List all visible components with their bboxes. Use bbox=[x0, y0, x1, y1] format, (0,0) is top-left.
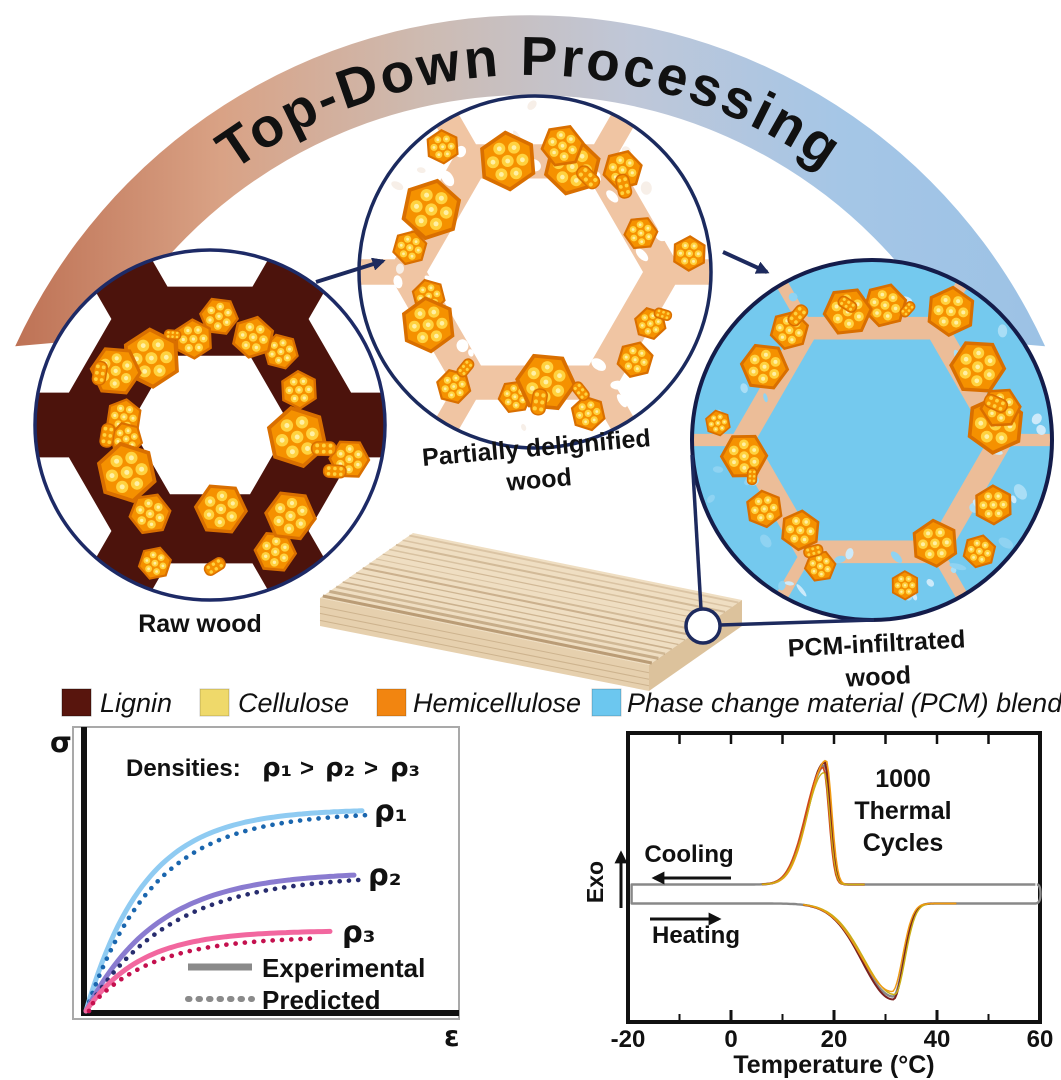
ss-curves bbox=[83, 808, 372, 1014]
callout-line-lower bbox=[719, 618, 875, 627]
legend-label-cellulose: Cellulose bbox=[238, 688, 349, 718]
svg-text:Raw wood: Raw wood bbox=[138, 610, 262, 638]
svg-text:ρ₂: ρ₂ bbox=[325, 753, 355, 783]
svg-text:Cycles: Cycles bbox=[863, 829, 944, 857]
svg-text:1000: 1000 bbox=[875, 765, 931, 793]
magnifier-callout bbox=[684, 454, 875, 645]
dsc-annotation: 1000 Thermal Cycles bbox=[854, 765, 951, 857]
legend-swatch-pcm-blend bbox=[591, 688, 622, 717]
material-legend: Lignin Cellulose Hemicellulose Phase cha… bbox=[61, 688, 1061, 718]
legend-swatch-lignin bbox=[61, 688, 92, 717]
legend-item-hemicellulose: Hemicellulose bbox=[376, 688, 581, 718]
svg-text:wood: wood bbox=[504, 463, 572, 497]
dsc-axis-ticks bbox=[626, 735, 1042, 1020]
legend-swatch-cellulose bbox=[199, 688, 230, 717]
ss-legend: Experimental Predicted bbox=[185, 953, 425, 1015]
ss-legend-predicted-label: Predicted bbox=[262, 985, 381, 1015]
svg-text:ρ₃: ρ₃ bbox=[390, 753, 420, 783]
callout-line-upper bbox=[690, 454, 703, 610]
ss-curve-label-rho2: ρ₂ bbox=[368, 858, 401, 892]
legend-swatch-hemicellulose bbox=[376, 688, 407, 717]
stage-illustration-raw-wood bbox=[33, 248, 387, 602]
svg-text:Densities:: Densities: bbox=[126, 755, 241, 782]
heating-label: Heating bbox=[652, 922, 740, 949]
svg-text:PCM-infiltrated: PCM-infiltrated bbox=[787, 625, 966, 662]
ss-curve-label-rho1: ρ₁ bbox=[374, 794, 407, 828]
wood-plank-front-face bbox=[320, 598, 649, 691]
process-arrow-2-icon bbox=[722, 250, 770, 274]
wood-plank-top-face bbox=[320, 533, 742, 665]
wood-plank bbox=[319, 533, 742, 691]
stage-label-partially-delignified-wood: Partially delignified wood bbox=[421, 424, 652, 497]
svg-text:wood: wood bbox=[844, 661, 912, 692]
dsc-chart: -20 0 20 40 60 Exo Cooling Heating 1000 Ther… bbox=[582, 731, 1054, 1079]
legend-item-pcm-blend: Phase change material (PCM) blend bbox=[591, 688, 1061, 718]
callout-circle bbox=[684, 607, 722, 645]
dsc-curves bbox=[630, 759, 1042, 1001]
cooling-label: Cooling bbox=[644, 841, 733, 868]
wood-grain-lines bbox=[319, 534, 739, 687]
banner-arc bbox=[15, 15, 1046, 347]
ss-xlabel: ε bbox=[444, 1020, 460, 1053]
stress-strain-chart: σ ε Densities: ρ₁ > ρ₂ > ρ₃ ρ₁ ρ₂ ρ₃ Exp… bbox=[50, 726, 460, 1053]
stage-label-pcm-infiltrated-wood: PCM-infiltrated wood bbox=[787, 625, 966, 692]
stage-label-raw-wood: Raw wood bbox=[138, 610, 262, 638]
dsc-ylabel: Exo bbox=[582, 861, 608, 903]
svg-text:40: 40 bbox=[924, 1026, 951, 1053]
legend-label-hemicellulose: Hemicellulose bbox=[413, 688, 581, 718]
process-arrow-1-icon bbox=[315, 257, 386, 284]
dsc-xlabel: Temperature (°C) bbox=[733, 1051, 934, 1079]
legend-label-pcm-blend: Phase change material (PCM) blend bbox=[627, 688, 1061, 718]
svg-text:ρ₁: ρ₁ bbox=[262, 753, 292, 783]
ss-curve-label-rho3: ρ₃ bbox=[342, 915, 375, 949]
ss-ylabel: σ bbox=[50, 726, 72, 759]
ss-legend-experimental-label: Experimental bbox=[262, 953, 425, 983]
svg-text:20: 20 bbox=[821, 1026, 848, 1053]
svg-text:>: > bbox=[300, 755, 314, 782]
legend-label-lignin: Lignin bbox=[100, 688, 172, 718]
legend-item-lignin: Lignin bbox=[61, 688, 172, 718]
svg-text:60: 60 bbox=[1027, 1026, 1054, 1053]
ss-title: Densities: ρ₁ > ρ₂ > ρ₃ bbox=[126, 753, 420, 783]
svg-text:-20: -20 bbox=[611, 1026, 646, 1053]
svg-text:0: 0 bbox=[724, 1026, 737, 1053]
dsc-x-tick-labels: -20 0 20 40 60 bbox=[611, 1026, 1054, 1053]
svg-text:>: > bbox=[364, 755, 378, 782]
legend-item-cellulose: Cellulose bbox=[199, 688, 349, 718]
svg-text:Thermal: Thermal bbox=[854, 797, 951, 825]
